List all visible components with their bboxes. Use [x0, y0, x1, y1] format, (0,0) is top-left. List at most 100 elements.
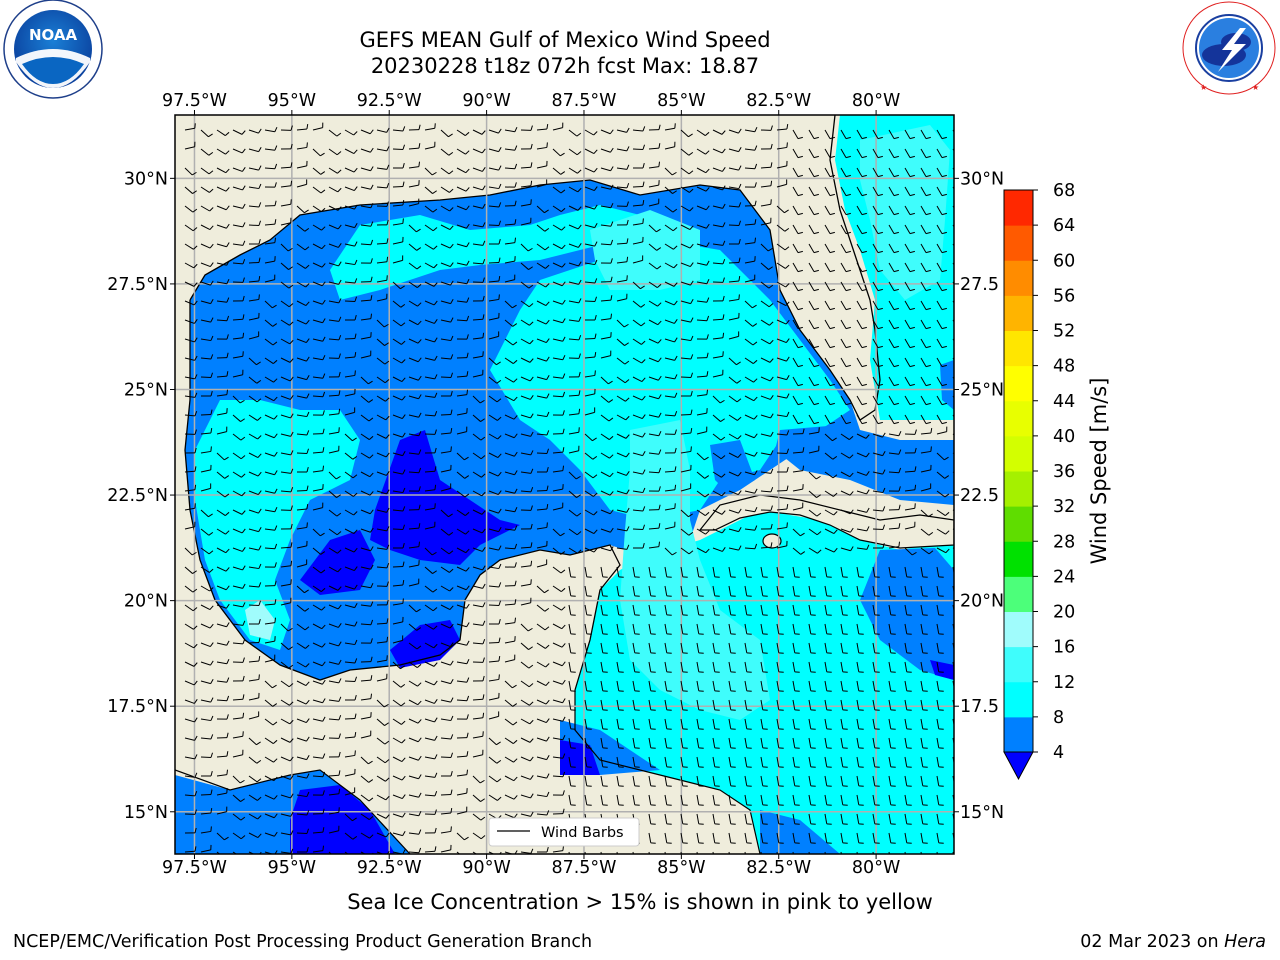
wind-barb	[552, 447, 565, 454]
wind-barb	[408, 338, 422, 344]
wind-barb	[328, 316, 342, 322]
wind-barb	[664, 392, 678, 398]
wind-barb	[728, 183, 742, 190]
wind-barb	[616, 146, 630, 152]
wind-barb	[840, 433, 854, 441]
wind-barb	[712, 490, 726, 497]
wind-barb	[936, 129, 947, 140]
wind-barb	[184, 484, 197, 492]
wind-barb	[696, 334, 709, 340]
wind-barb	[808, 528, 822, 536]
wind-barb	[904, 357, 915, 368]
wind-barb	[424, 167, 437, 176]
wind-barb	[232, 490, 246, 497]
wind-barb	[696, 389, 709, 397]
wind-barb	[424, 205, 438, 213]
wind-barb	[504, 237, 517, 245]
wind-barb	[712, 332, 725, 340]
wind-barb	[264, 506, 278, 513]
wind-barb	[232, 332, 245, 340]
wind-barb	[696, 490, 710, 498]
wind-barb	[280, 125, 293, 131]
wind-barb	[936, 319, 947, 330]
wind-barb	[680, 547, 694, 555]
wind-band-4-8	[775, 425, 954, 505]
wind-barb	[248, 183, 262, 190]
wind-barb	[200, 509, 213, 518]
wind-barb	[312, 224, 326, 231]
wind-barb	[440, 427, 453, 435]
wind-barb	[760, 262, 773, 270]
wind-band-4-8	[940, 360, 954, 410]
wind-barb	[680, 483, 692, 492]
wind-barb	[280, 395, 294, 400]
wind-barb	[536, 338, 550, 344]
wind-barb	[184, 243, 198, 250]
wind-barb	[552, 224, 566, 231]
wind-barb	[872, 243, 883, 254]
wind-barb	[552, 410, 565, 416]
wind-barb	[776, 393, 790, 399]
wind-barb	[216, 186, 230, 192]
wind-barb	[680, 427, 693, 435]
wind-barb	[680, 186, 694, 193]
wind-barb	[584, 241, 598, 247]
wind-barb	[648, 430, 662, 437]
wind-barb	[584, 259, 598, 266]
wind-barb	[872, 451, 886, 457]
wind-barb	[504, 376, 518, 383]
wind-barb	[472, 452, 486, 460]
wind-barb	[328, 279, 342, 285]
wind-barb	[488, 183, 502, 190]
wind-barb	[360, 350, 372, 359]
wind-barb	[680, 464, 692, 473]
wind-barb	[600, 221, 614, 227]
wind-barb	[648, 338, 662, 344]
wind-barb	[520, 199, 532, 207]
wind-barb	[424, 374, 438, 380]
wind-barb	[488, 376, 502, 384]
footer-date: 02 Mar 2023 on Hera	[1080, 932, 1266, 952]
wind-barb	[920, 167, 931, 178]
wind-barb	[488, 471, 502, 477]
wind-barb	[712, 547, 726, 552]
wind-barb	[664, 429, 677, 435]
wind-barb	[744, 219, 757, 226]
wind-barb	[584, 351, 597, 359]
wind-barb	[184, 123, 196, 131]
wind-barb	[264, 451, 278, 457]
wind-barb	[504, 414, 518, 420]
colorbar-tick-label: 64	[1053, 216, 1075, 236]
wind-barb	[904, 281, 915, 292]
wind-barb	[376, 395, 390, 402]
wind-barb	[424, 429, 437, 435]
wind-barb	[920, 509, 933, 518]
wind-barb	[792, 205, 803, 216]
wind-barb	[664, 374, 678, 380]
colorbar-segment	[1004, 365, 1033, 402]
wind-barb	[680, 354, 694, 360]
wind-barb	[808, 205, 819, 216]
wind-barb	[328, 148, 342, 156]
wind-barb	[664, 167, 677, 176]
wind-barb	[504, 338, 518, 346]
wind-barb	[248, 414, 262, 421]
wind-barb	[392, 376, 406, 382]
wind-barb	[184, 566, 197, 574]
lat-label-left: 22.5°N	[107, 486, 168, 506]
wind-barb	[488, 165, 502, 171]
wind-barb	[568, 335, 582, 341]
wind-barb	[632, 236, 644, 245]
wind-barb	[216, 315, 230, 322]
wind-barb	[408, 143, 421, 150]
wind-barb	[600, 395, 614, 403]
wind-barb	[216, 408, 228, 416]
wind-barb	[792, 484, 804, 492]
wind-barb	[824, 243, 835, 254]
wind-barb	[728, 202, 742, 208]
wind-barb	[729, 239, 741, 245]
colorbar-tick-label: 24	[1053, 567, 1075, 587]
wind-barb	[664, 123, 676, 131]
wind-barb	[600, 414, 614, 422]
wind-barb	[280, 523, 293, 530]
